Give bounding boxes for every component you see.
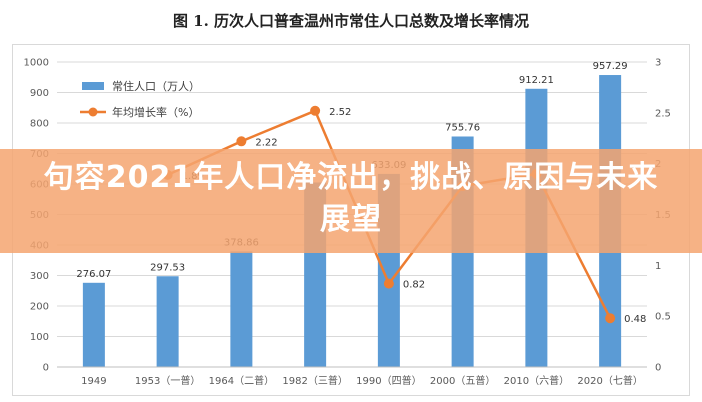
left-tick-label: 900	[30, 88, 49, 99]
left-tick-label: 300	[30, 271, 49, 282]
left-tick-label: 1000	[24, 58, 49, 69]
line-data-label: 0.48	[624, 314, 646, 325]
chart-title: 图 1. 历次人口普查温州市常住人口总数及增长率情况	[172, 12, 530, 30]
bar	[230, 251, 253, 367]
bar-data-label: 957.29	[593, 61, 628, 72]
legend-swatch-marker	[88, 107, 98, 117]
right-tick-label: 3	[655, 58, 661, 69]
left-tick-label: 0	[43, 363, 49, 374]
x-tick-label: 2000（五普）	[430, 374, 495, 387]
right-tick-label: 2.5	[655, 108, 671, 119]
bar-data-label: 297.53	[150, 262, 185, 273]
legend-label-bar: 常住人口（万人）	[112, 79, 200, 93]
x-tick-label: 2010（六普）	[504, 374, 569, 387]
legend-swatch-bar	[82, 82, 104, 90]
x-tick-label: 1949	[81, 376, 106, 387]
overlay-banner: 句容2021年人口净流出，挑战、原因与未来展望	[0, 149, 702, 253]
bar-data-label: 912.21	[519, 75, 554, 86]
growth-rate-point	[236, 136, 247, 147]
line-data-label: 2.52	[329, 107, 351, 118]
left-tick-label: 800	[30, 119, 49, 130]
line-data-label: 0.82	[403, 280, 425, 291]
x-axis: 1949 1953（一普） 1964（二普） 1982（三普） 1990（四普） 2000…	[57, 366, 647, 387]
legend-label-line: 年均增长率（%）	[112, 105, 199, 119]
right-tick-label: 0.5	[655, 312, 671, 323]
x-tick-label: 1964（二普）	[209, 374, 274, 387]
bar	[82, 282, 105, 367]
growth-rate-point	[310, 105, 321, 116]
left-tick-label: 200	[30, 302, 49, 313]
line-data-label: 2.22	[255, 137, 277, 148]
growth-rate-point	[383, 278, 394, 289]
bar-data-label: 755.76	[445, 122, 480, 133]
x-tick-label: 1982（三普）	[282, 374, 347, 387]
left-tick-label: 100	[30, 332, 49, 343]
banner-headline: 句容2021年人口净流出，挑战、原因与未来展望	[43, 160, 659, 237]
bar	[156, 276, 179, 367]
right-tick-label: 0	[655, 363, 661, 374]
legend: 常住人口（万人） 年均增长率（%）	[80, 79, 200, 119]
growth-rate-point	[605, 313, 616, 324]
bar-data-label: 276.07	[76, 269, 111, 280]
x-tick-label: 1990（四普）	[356, 374, 421, 387]
x-tick-label: 1953（一普）	[135, 374, 200, 387]
x-tick-label: 2020（七普）	[577, 374, 642, 387]
right-tick-label: 1	[655, 261, 661, 272]
